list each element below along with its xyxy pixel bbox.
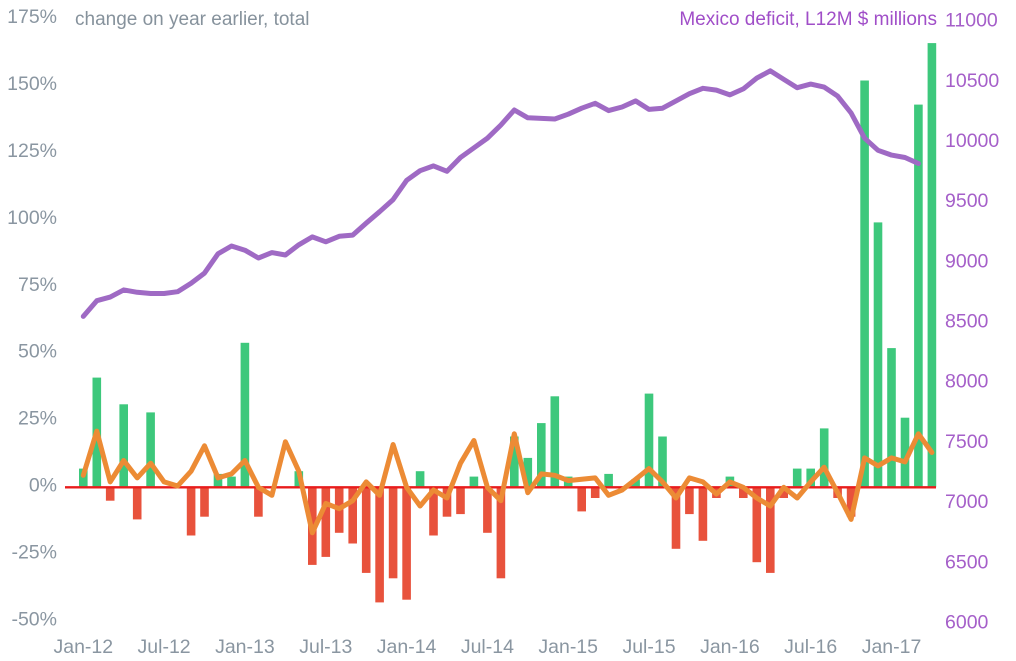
bar-Mar-17 [914,104,923,488]
bar-Nov-13 [375,487,384,603]
bar-Mar-15 [590,487,600,498]
bar-Oct-15 [685,487,694,515]
bar-Sep-15 [671,487,681,549]
bar-Jun-14 [469,476,479,488]
bar-Nov-16 [860,80,869,488]
bar-Apr-15 [604,473,613,488]
bar-May-14 [456,487,465,515]
x-axis-tick-Jul-13: Jul-13 [299,636,352,658]
x-axis-tick-Jan-12: Jan-12 [53,636,113,658]
right-axis-tick-7000: 7000 [945,491,989,513]
bar-Nov-14 [537,423,546,488]
bar-Aug-14 [496,487,506,579]
right-axis-tick-9500: 9500 [945,190,989,212]
bar-Apr-17 [927,43,937,488]
x-axis-tick-Jul-16: Jul-16 [784,636,837,658]
left-axis-tick-0%: 0% [29,474,57,496]
left-axis-tick-25%: 25% [18,408,57,430]
bar-Aug-16 [819,428,829,488]
bar-May-12 [132,487,142,520]
left-axis-tick-100%: 100% [7,207,57,229]
bar-May-16 [779,487,788,498]
bar-Sep-13 [348,487,357,544]
right-axis-tick-8500: 8500 [945,311,989,333]
bar-Sep-14 [510,436,519,488]
bar-Sep-12 [186,487,196,536]
left-axis-tick-50%: 50% [18,341,57,363]
bar-Jan-14 [402,487,411,600]
bar-Feb-15 [577,487,586,512]
bar-Apr-12 [119,404,128,488]
bar-Oct-12 [200,487,209,517]
bar-Jul-13 [321,487,331,557]
bar-Oct-16 [846,487,856,517]
left-axis-tick-175%: 175% [7,6,57,28]
bar-Dec-16 [873,222,883,488]
left-axis-tick-150%: 150% [7,73,57,95]
right-axis-tick-6000: 6000 [945,611,989,633]
bar-Jun-12 [146,412,155,488]
bar-Oct-14 [523,457,533,488]
right-axis-tick-6500: 6500 [945,551,989,573]
x-axis-tick-Jul-15: Jul-15 [622,636,675,658]
x-axis-tick-Jul-14: Jul-14 [461,636,514,658]
right-axis-tick-10500: 10500 [945,70,999,92]
right-axis-tick-10000: 10000 [945,130,999,152]
mexico-deficit-line [80,68,921,319]
bar-Apr-14 [442,487,452,517]
bar-Mar-14 [429,487,438,536]
bar-Dec-12 [227,476,236,488]
left-axis-tick--50%: -50% [11,608,57,630]
change-on-year-line [80,428,935,536]
right-axis-tick-9000: 9000 [945,250,989,272]
bar-Jul-14 [483,487,492,533]
right-series-title: Mexico deficit, L12M $ millions [679,9,937,30]
right-axis-tick-8000: 8000 [945,371,989,393]
bar-Mar-12 [105,487,115,501]
left-axis-tick-125%: 125% [7,140,57,162]
x-axis-tick-Jan-13: Jan-13 [215,636,275,658]
bar-Dec-14 [550,396,560,488]
left-series-title: change on year earlier, total [75,9,310,30]
bar-Feb-13 [254,487,263,517]
right-axis-tick-11000: 11000 [945,10,998,32]
bar-Feb-17 [900,417,910,488]
bar-Nov-15 [698,487,708,541]
bar-Jan-12 [79,468,88,488]
bar-Apr-16 [766,487,775,573]
left-axis-tick-75%: 75% [18,274,57,296]
right-axis-tick-7500: 7500 [945,431,989,453]
bar-Jan-13 [240,342,250,488]
bar-Dec-13 [388,487,398,579]
bar-Jun-15 [631,479,640,488]
bar-Jul-16 [806,468,815,488]
x-axis-tick-Jan-14: Jan-14 [377,636,437,658]
bar-Oct-13 [361,487,371,573]
bar-Jul-15 [644,393,654,488]
bar-Feb-14 [415,471,425,488]
x-axis-tick-Jul-12: Jul-12 [138,636,191,658]
bar-Aug-15 [658,436,667,488]
bar-Jan-17 [887,348,896,488]
bar-Feb-16 [739,487,748,498]
bar-Nov-12 [213,473,223,488]
left-axis-tick--25%: -25% [11,541,57,563]
x-axis-tick-Jan-16: Jan-16 [700,636,760,658]
x-axis-tick-Jan-15: Jan-15 [538,636,598,658]
bar-Mar-16 [752,487,762,563]
x-axis-tick-Jan-17: Jan-17 [862,636,922,658]
bar-Jun-16 [792,468,802,488]
